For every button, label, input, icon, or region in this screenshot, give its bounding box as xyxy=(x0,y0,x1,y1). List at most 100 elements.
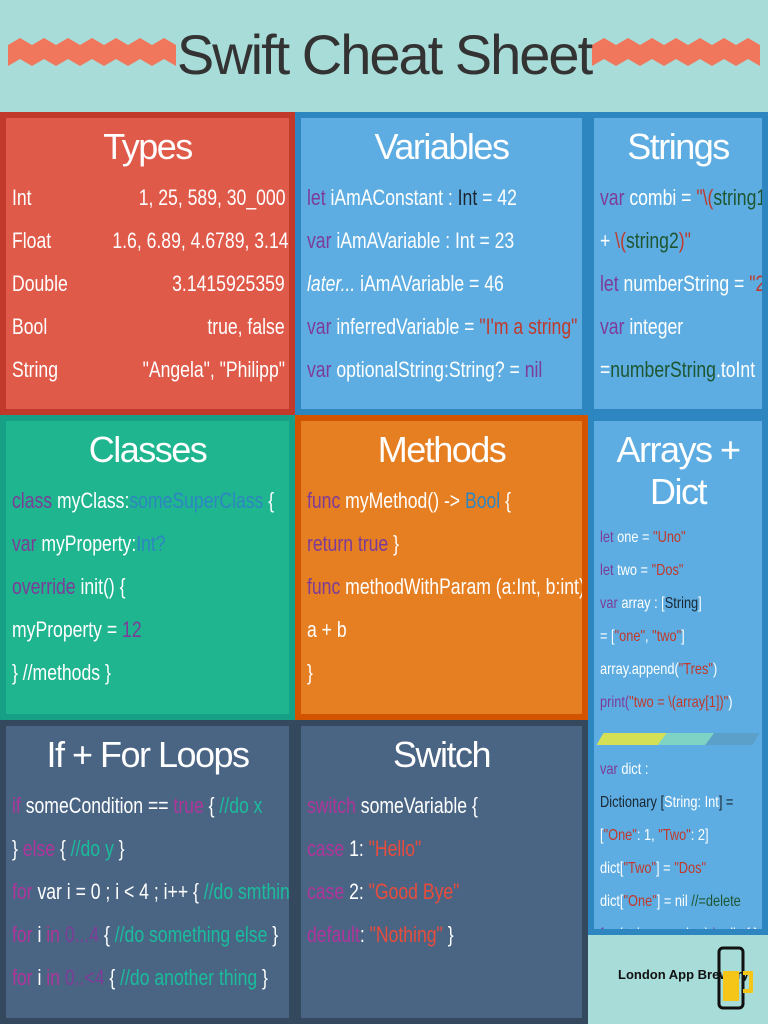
code-token: : 2] xyxy=(690,827,709,844)
code-line: func methodWithParam (a:Int, b:int) { xyxy=(307,565,582,608)
code-token: "two" xyxy=(652,628,682,645)
panel-title: Methods xyxy=(377,429,507,470)
code-lines: switch someVariable { case 1: "Hello" ca… xyxy=(301,784,582,956)
code-line: } else { //do y } xyxy=(12,827,289,870)
code-token: "one" xyxy=(614,628,646,645)
code-token: = xyxy=(600,357,611,382)
code-line-inner: later... iAmAVariable = 46 xyxy=(307,262,504,305)
code-token: ] = xyxy=(718,794,734,811)
code-token: ] xyxy=(681,628,685,645)
code-line-inner: Dictionary [String: Int] = xyxy=(600,786,733,819)
code-token: } //methods } xyxy=(12,660,111,685)
code-token: integer xyxy=(624,314,684,339)
code-line-inner: class myClass:someSuperClass { xyxy=(12,479,274,522)
code-token: myClass: xyxy=(52,488,130,513)
code-line: Dictionary [String: Int] = xyxy=(600,786,762,819)
code-token: myProperty = xyxy=(12,617,123,642)
code-line: ["One": 1, "Two": 2] xyxy=(600,819,762,852)
code-token: "Good Bye" xyxy=(368,879,460,904)
code-token: i xyxy=(32,965,47,990)
code-token: dict : xyxy=(617,761,649,778)
code-token: .toInt xyxy=(715,357,756,382)
code-line: var dict : xyxy=(600,753,762,786)
code-token: Dictionary [ xyxy=(600,794,665,811)
code-line-inner: return true } xyxy=(307,522,399,565)
code-token: { xyxy=(104,965,121,990)
code-token: for xyxy=(600,926,615,935)
code-token: string1 xyxy=(713,185,767,210)
type-value: 1, 25, 589, 30_000 xyxy=(138,185,285,210)
code-line: var array : [String] xyxy=(600,587,762,620)
code-line-inner: for i in 0...4 { //do something else } xyxy=(12,913,278,956)
code-token: ) xyxy=(728,694,733,711)
code-token: "I'm a string" xyxy=(479,314,578,339)
code-line: class myClass:someSuperClass { xyxy=(12,479,289,522)
panel: If + For Loops if someCondition == true {… xyxy=(0,720,295,1024)
code-line-inner: ["One": 1, "Two": 2] xyxy=(600,819,709,852)
code-token: var xyxy=(600,761,618,778)
code-token: "Two" xyxy=(658,827,691,844)
code-line-inner: default: "Nothing" } xyxy=(307,913,454,956)
code-line-inner: let iAmAConstant : Int = 42 xyxy=(307,176,517,219)
code-line-inner: = ["one", "two"] xyxy=(600,620,685,653)
code-token: array.append( xyxy=(600,661,679,678)
panel: Methods func myMethod() -> Bool { return … xyxy=(295,415,588,720)
footer: London App Brewery xyxy=(588,935,768,1024)
code-token: 1: xyxy=(344,836,369,861)
code-line-inner: var iAmAVariable : Int = 23 xyxy=(307,219,514,262)
panel-title: Types xyxy=(103,126,193,167)
code-token: 12 xyxy=(122,617,142,642)
stripe-divider xyxy=(596,733,760,745)
code-token: ) xyxy=(712,661,718,678)
code-token: in xyxy=(712,926,723,935)
code-token: methodWithParam (a:Int, b:int) { xyxy=(340,574,588,599)
beer-icon xyxy=(717,946,753,1010)
code-line-inner: dict["One"] = nil //=delete xyxy=(600,885,741,918)
code-token: dict[ xyxy=(600,860,624,877)
code-token: } xyxy=(12,836,23,861)
code-token: //do y xyxy=(70,836,114,861)
code-token: string2 xyxy=(625,228,679,253)
code-token: } xyxy=(257,965,268,990)
code-token: } xyxy=(307,660,313,685)
code-token: one = xyxy=(613,529,654,546)
code-token: var xyxy=(12,531,37,556)
code-line: array.append("Tres") xyxy=(600,653,762,686)
code-line-inner: switch someVariable { xyxy=(307,784,478,827)
type-row: String "Angela", "Philipp" xyxy=(12,348,289,391)
code-token: init() { xyxy=(75,574,126,599)
code-line: print("two = \(array[1])") xyxy=(600,686,762,719)
code-token: var i = 0 ; i < 4 ; i++ { xyxy=(32,879,204,904)
code-token: String: Int xyxy=(664,794,719,811)
code-token: "two = \(array[1])" xyxy=(629,694,729,711)
code-line: let one = "Uno" xyxy=(600,521,762,554)
code-line-inner: var optionalString:String? = nil xyxy=(307,348,542,391)
code-line: case 1: "Hello" xyxy=(307,827,582,870)
code-line: for i in 0..<4 { //do another thing } xyxy=(12,956,289,999)
panel: Types Int 1, 25, 589, 30_000 Float 1.6, 6.89… xyxy=(0,112,295,415)
code-token: someVariable { xyxy=(355,793,478,818)
code-token: combi = xyxy=(624,185,697,210)
code-token: "Dos" xyxy=(674,860,707,877)
code-token: array : [ xyxy=(617,595,665,612)
code-line: } //methods } xyxy=(12,651,289,694)
code-token: two = xyxy=(613,562,652,579)
code-token: , xyxy=(645,628,653,645)
code-line: myProperty = 12 xyxy=(12,608,289,651)
code-token: //do another thing xyxy=(120,965,258,990)
code-line: dict["Two"] = "Dos" xyxy=(600,852,762,885)
panel: Variables let iAmAConstant : Int = 42 var … xyxy=(295,112,588,415)
code-token: Int xyxy=(457,185,478,210)
code-token: = 42 xyxy=(477,185,517,210)
code-token: let xyxy=(600,529,614,546)
code-token: Int? xyxy=(136,531,166,556)
code-lines: let one = "Uno" let two = "Dos" var array … xyxy=(594,521,762,719)
type-value: true, false xyxy=(207,314,285,339)
code-line-inner: case 1: "Hello" xyxy=(307,827,421,870)
code-token: for xyxy=(12,922,33,947)
code-token: let xyxy=(600,562,614,579)
code-line: var combi = "\(string1) xyxy=(600,176,762,219)
code-token: [ xyxy=(600,827,604,844)
code-line: for i in 0...4 { //do something else } xyxy=(12,913,289,956)
code-line-inner: var inferredVariable = "I'm a string" xyxy=(307,305,577,348)
